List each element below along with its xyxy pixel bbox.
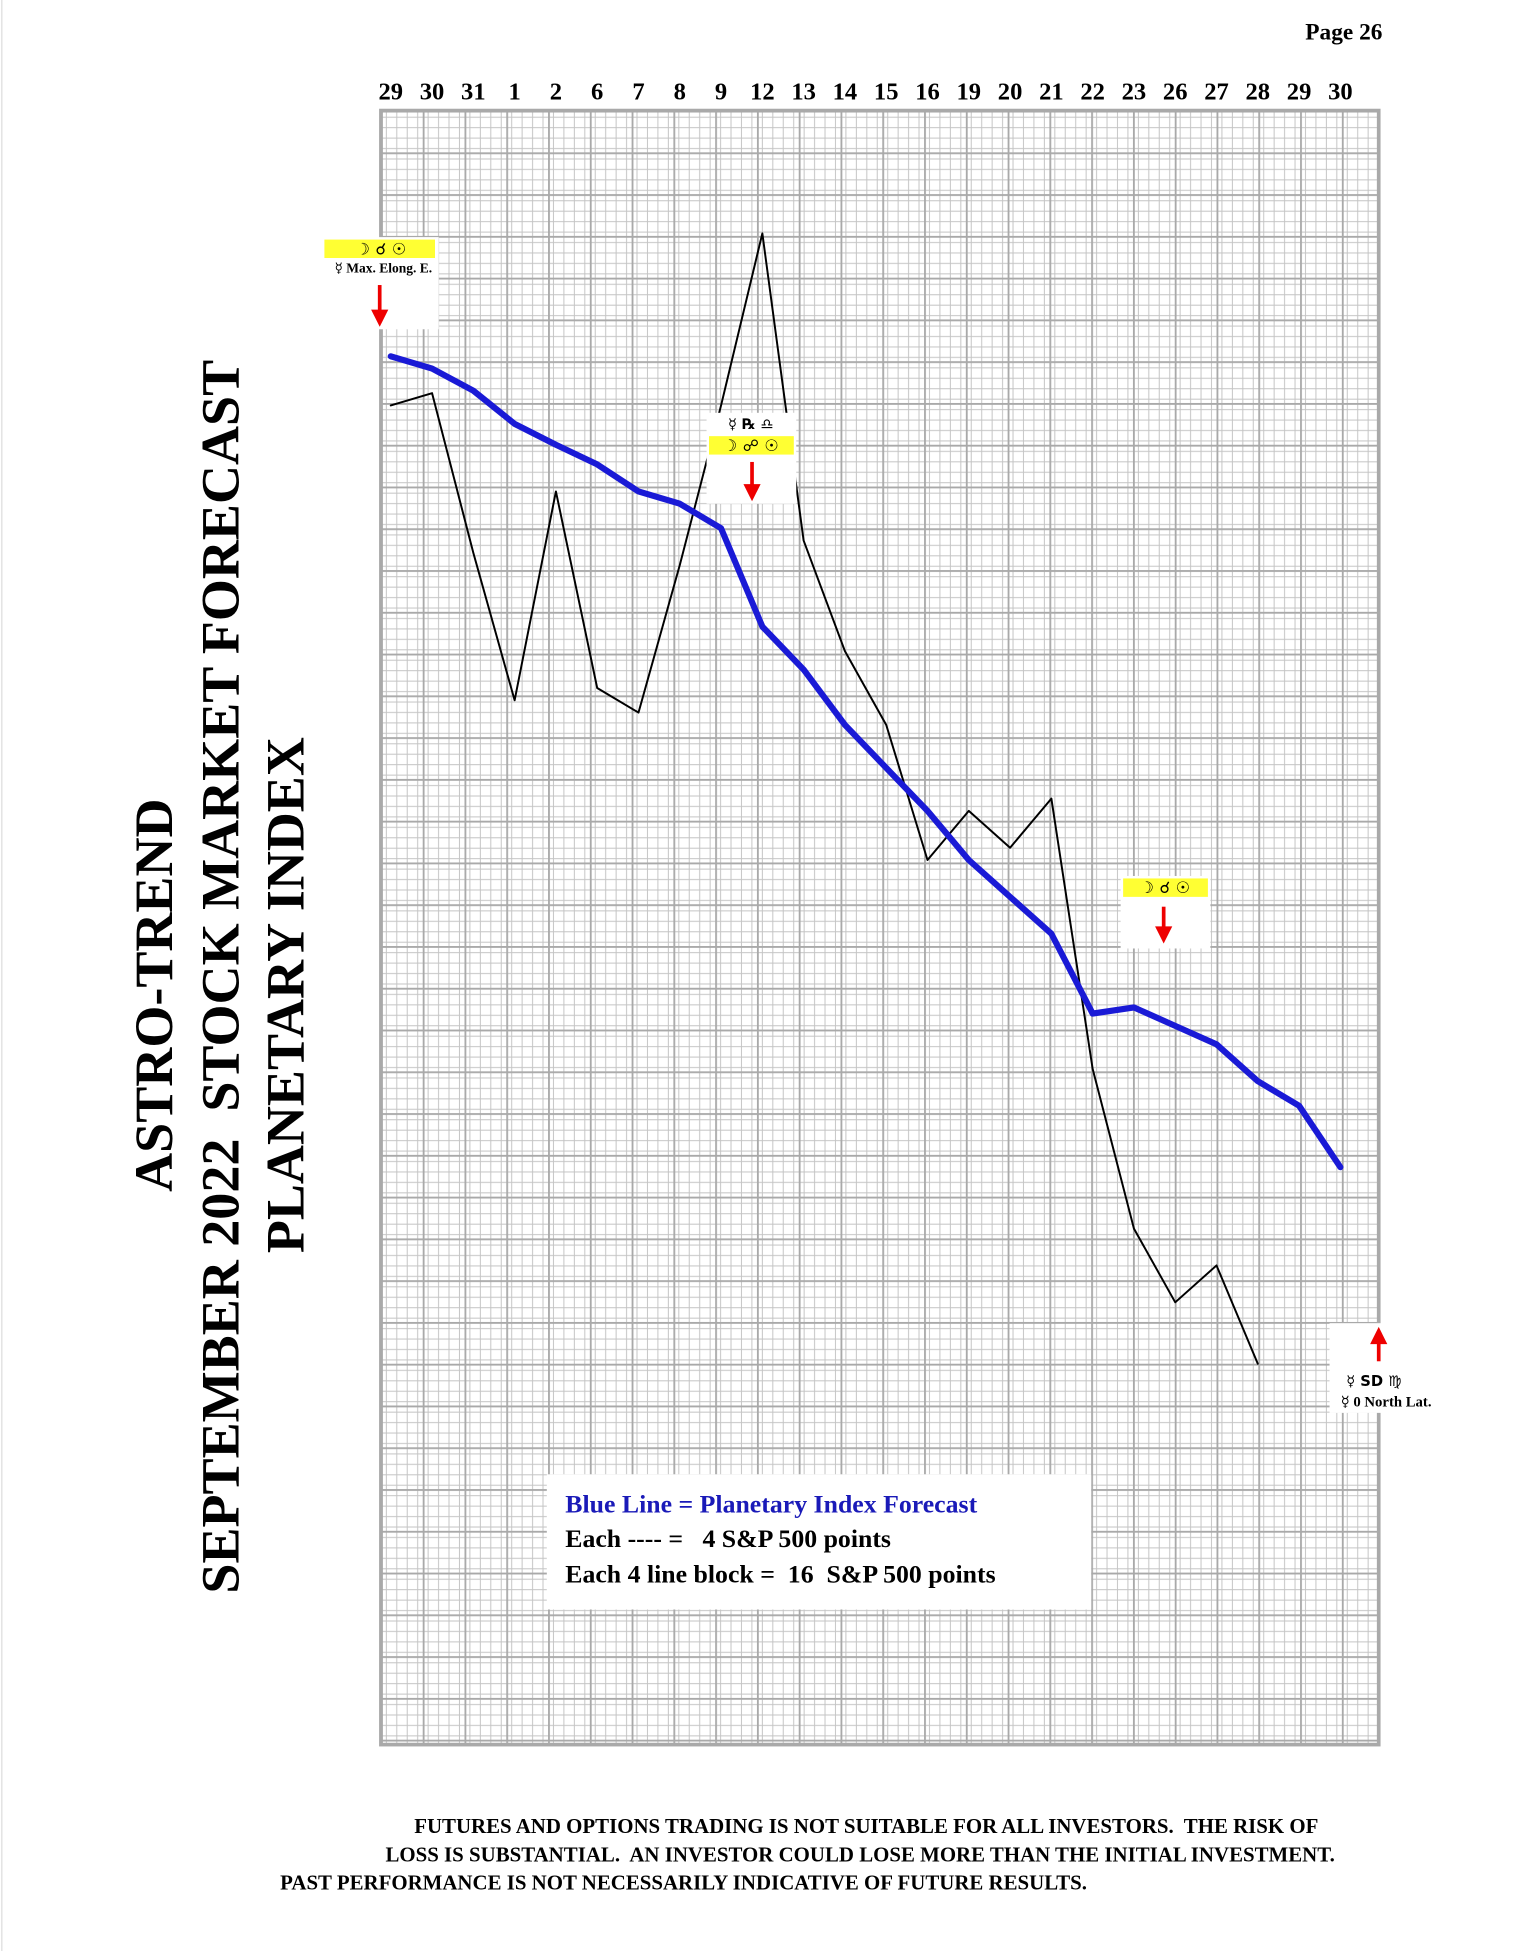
legend-box (546, 1474, 1092, 1610)
legend: Blue Line = Planetary Index Forecast Eac… (546, 1474, 1092, 1610)
annotation-symbols: ☿ ℞ ♎ (728, 416, 774, 433)
x-tick-label: 21 (1039, 79, 1064, 106)
annotation-box (1329, 1323, 1444, 1413)
x-tick-label: 20 (998, 79, 1023, 106)
date-labels: 29 30 31 1 2 6 7 8 9 12 13 14 15 16 19 20 21 22 23 26 27 28 29… (378, 79, 1352, 106)
grid (379, 108, 1381, 1747)
annotation: ☽ ☌ ☉ (1120, 875, 1211, 949)
x-tick-label: 12 (750, 79, 775, 106)
disclaimer-line: LOSS IS SUBSTANTIAL. AN INVESTOR COULD L… (385, 1842, 1334, 1866)
x-tick-label: 29 (1287, 79, 1312, 106)
highlight (324, 239, 435, 259)
title: ASTRO-TREND SEPTEMBER 2022 STOCK MARKET … (124, 360, 315, 1594)
forecast-line (387, 353, 1344, 1171)
x-tick-label: 8 (674, 79, 686, 106)
x-tick-label: 22 (1080, 79, 1105, 106)
annotation: ☿ SD ♍ ☿ 0 North Lat. (1329, 1323, 1444, 1413)
x-tick-label: 26 (1163, 79, 1188, 106)
x-tick-label: 1 (508, 79, 520, 106)
x-tick-label: 9 (715, 79, 727, 106)
x-tick-label: 27 (1204, 79, 1229, 106)
market-line (389, 232, 1259, 1365)
annotation-note: ☿ 0 North Lat. (1341, 1395, 1432, 1411)
page-number: Page 26 (1305, 19, 1382, 45)
title-line: ASTRO-TREND (124, 798, 184, 1191)
highlight (709, 436, 794, 455)
legend-line: Each ---- = 4 S&P 500 points (565, 1524, 891, 1553)
x-tick-label: 15 (874, 79, 899, 106)
arrow-head (1155, 926, 1173, 944)
disclaimer-line: FUTURES AND OPTIONS TRADING IS NOT SUITA… (414, 1814, 1318, 1838)
x-tick-label: 29 (378, 79, 403, 106)
x-tick-label: 30 (1328, 79, 1353, 106)
annotation-symbols: ☿ SD ♍ (1346, 1373, 1401, 1390)
annotation: ☿ ℞ ♎ ☽ ☍ ☉ (706, 412, 797, 504)
x-tick-label: 13 (791, 79, 816, 106)
highlight (1123, 878, 1208, 897)
x-tick-label: 23 (1122, 79, 1147, 106)
x-tick-label: 14 (833, 79, 858, 106)
title-line: SEPTEMBER 2022 STOCK MARKET FORECAST (190, 360, 250, 1594)
plot (387, 232, 1344, 1365)
x-tick-label: 28 (1246, 79, 1271, 106)
legend-line: Each 4 line block = 16 S&P 500 points (565, 1559, 995, 1588)
x-tick-label: 19 (957, 79, 982, 106)
title-line: PLANETARY INDEX (256, 737, 316, 1253)
arrow-head (371, 309, 389, 327)
annotation-note: ☿ Max. Elong. E. (335, 261, 433, 276)
x-tick-label: 7 (632, 79, 644, 106)
annotation-symbols: ☽ ☌ ☉ (356, 239, 406, 258)
annotation-symbols: ☽ ☌ ☉ (1140, 878, 1190, 897)
legend-line: Blue Line = Planetary Index Forecast (565, 1489, 977, 1518)
disclaimer-line: PAST PERFORMANCE IS NOT NECESSARILY INDI… (280, 1871, 1087, 1895)
x-tick-label: 2 (550, 79, 562, 106)
arrow-head (743, 484, 761, 502)
x-tick-label: 30 (420, 79, 445, 106)
x-tick-label: 31 (461, 79, 486, 106)
x-tick-label: 16 (915, 79, 940, 106)
arrow-head (1370, 1326, 1388, 1345)
annotation-symbols: ☽ ☍ ☉ (723, 436, 779, 455)
annotation: ☽ ☌ ☉ ☿ Max. Elong. E. (321, 237, 439, 330)
disclaimer: FUTURES AND OPTIONS TRADING IS NOT SUITA… (280, 1814, 1335, 1895)
x-tick-label: 6 (591, 79, 603, 106)
